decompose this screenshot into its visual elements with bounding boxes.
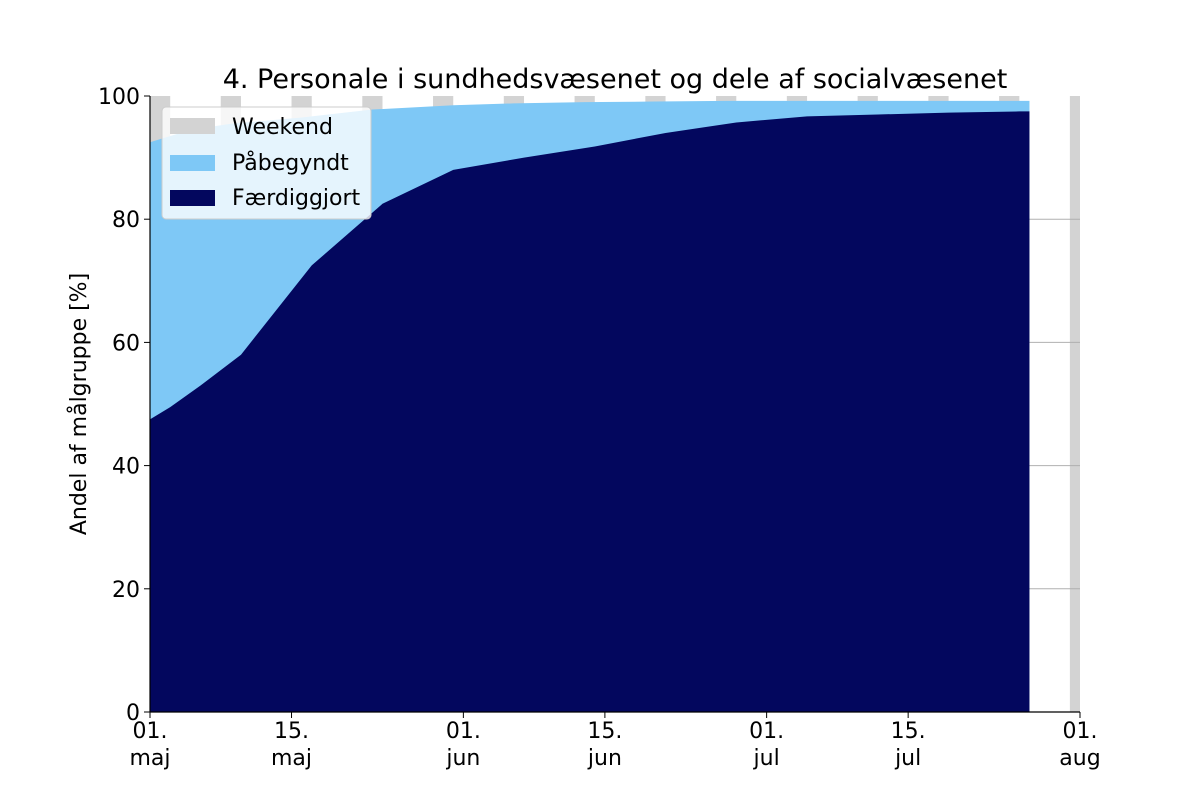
weekend-band-13: [1069, 96, 1080, 712]
y-tick-label-100: 100: [98, 85, 140, 110]
x-tick-label-4-month: jul: [753, 746, 780, 771]
chart-title: 4. Personale i sundhedsvæsenet og dele a…: [223, 64, 1008, 95]
x-tick-label-4-day: 01.: [749, 719, 784, 744]
legend-label-completed: Færdiggjort: [232, 186, 361, 211]
legend-label-weekend: Weekend: [232, 115, 333, 140]
x-tick-label-2-month: jun: [445, 746, 480, 771]
area-completed: [150, 111, 1030, 712]
y-tick-label-0: 0: [126, 701, 140, 726]
x-tick-label-0-day: 01.: [133, 719, 168, 744]
legend-swatch-started: [170, 155, 215, 171]
area-layer: [150, 100, 1030, 713]
tick-labels: 02040608010001.maj15.maj01.jun15.jun01.j…: [98, 85, 1101, 771]
axes: [149, 96, 1080, 713]
y-tick-label-80: 80: [112, 208, 140, 233]
x-tick-label-2-day: 01.: [446, 719, 481, 744]
legend-swatch-completed: [170, 190, 215, 206]
legend: Weekend Påbegyndt Færdiggjort: [161, 106, 372, 220]
x-tick-label-0-month: maj: [129, 746, 170, 771]
y-axis-label: Andel af målgruppe [%]: [66, 273, 92, 535]
x-tick-label-5-day: 15.: [891, 719, 926, 744]
y-tick-label-60: 60: [112, 331, 140, 356]
x-tick-label-3-month: jun: [587, 746, 622, 771]
legend-swatch-weekend: [170, 118, 215, 134]
x-tick-label-6-month: aug: [1059, 746, 1100, 771]
y-tick-label-20: 20: [112, 578, 140, 603]
x-tick-label-1-month: maj: [271, 746, 312, 771]
x-tick-label-3-day: 15.: [587, 719, 622, 744]
legend-label-started: Påbegyndt: [232, 150, 349, 176]
x-tick-label-6-day: 01.: [1063, 719, 1098, 744]
x-tick-label-1-day: 15.: [274, 719, 309, 744]
x-tick-label-5-month: jul: [894, 746, 921, 771]
y-tick-label-40: 40: [112, 455, 140, 480]
